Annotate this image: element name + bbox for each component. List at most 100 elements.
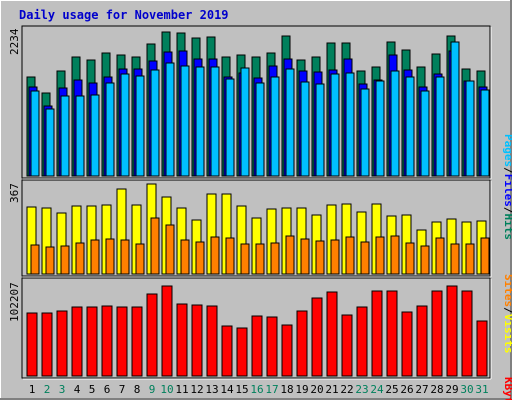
sites-bar [75,242,85,275]
kbytes-bar [146,293,158,377]
kbytes-bar [41,312,53,377]
legend-visits: Visits [502,314,512,354]
day-label: 29 [445,383,458,396]
pages-bar [285,68,295,177]
day-label: 22 [340,383,353,396]
kbytes-max-label: 102207 [8,282,21,322]
chart-title: Daily usage for November 2019 [19,8,229,22]
day-label: 24 [370,383,384,396]
kbytes-bar [176,303,188,377]
pages-bar [465,80,475,177]
day-label: 9 [149,383,156,396]
sites-bar [105,238,115,275]
day-label: 17 [265,383,278,396]
sites-bar [375,236,385,275]
pages-bar [30,90,40,177]
pages-bar [255,82,265,177]
panel-kbytes [21,277,492,380]
kbytes-bar [281,324,293,377]
sites-bar [315,240,325,275]
sites-bar [240,243,250,275]
pages-bar [300,81,310,177]
day-labels: 1 2 3 4 5 6 7 8 9 10 11 12 13 14 15 16 17 18 19 20 21 22 23 24 2… [29,383,489,396]
day-label: 6 [104,383,111,396]
kbytes-bar [446,285,458,377]
panel-bars [26,31,490,177]
sites-bar [405,242,415,275]
kbytes-bar [86,306,98,377]
pages-bar [375,80,385,177]
kbytes-bar [311,297,323,377]
pages-bar [60,95,70,177]
kbytes-bar [116,306,128,377]
kbytes-bar [221,325,233,377]
kbytes-bar [266,316,278,377]
legend-sites-visits: Sites/Visits [502,274,512,354]
pages-bar [90,94,100,177]
day-label: 5 [89,383,96,396]
legend-sites: Sites [502,274,512,307]
sites-bar [195,241,205,275]
day-label: 7 [119,383,126,396]
day-label: 25 [385,383,398,396]
kbytes-bar [71,306,83,377]
day-label: 16 [250,383,263,396]
sites-bar [60,245,70,275]
pages-bar [390,70,400,177]
day-label: 11 [175,383,188,396]
pages-bar [405,76,415,177]
sites-bar [270,242,280,275]
day-label: 2 [44,383,51,396]
day-label: 28 [430,383,443,396]
day-label: 15 [235,383,248,396]
panel-frame [21,277,491,379]
kbytes-bar [206,305,218,377]
day-label: 26 [400,383,413,396]
pages-bar [75,95,85,177]
kbytes-bar [56,310,68,377]
sites-bar [330,239,340,275]
sites-bar [420,245,430,275]
kbytes-bar [251,315,263,377]
kbytes-bar [26,312,38,377]
day-label: 30 [460,383,473,396]
visits-max-label: 367 [8,183,21,203]
sites-bar [30,244,40,275]
day-label: 18 [280,383,293,396]
sites-bar [165,224,175,275]
kbytes-bar [161,285,173,377]
panel-hits-files-pages [21,25,492,180]
panel-bars [26,285,488,377]
kbytes-bar [341,314,353,377]
sites-bar [300,238,310,275]
pages-bar [435,76,445,177]
panel-frame [21,25,491,179]
legend-kbytes: KBytes [502,377,512,400]
pages-bar [480,89,490,177]
day-label: 8 [134,383,141,396]
sites-bar [45,246,55,275]
sites-bar [345,236,355,275]
panel-visits-sites [21,179,492,278]
panel-frame [21,179,491,277]
kbytes-bar [101,305,113,377]
sites-bar [135,243,145,275]
kbytes-bar [401,311,413,377]
pages-bar [345,72,355,177]
pages-bar [105,82,115,177]
day-label: 1 [29,383,36,396]
pages-bar [450,41,460,177]
sites-bar [120,239,130,275]
pages-bar [210,66,220,177]
pages-bar [120,73,130,177]
day-label: 23 [355,383,368,396]
hits-max-label: 2234 [8,28,21,55]
legend-sep: / [502,167,512,174]
day-label: 3 [59,383,66,396]
legend-pages: Pages [502,134,512,167]
pages-bar [135,75,145,177]
pages-bar [330,73,340,177]
sites-bar [450,243,460,275]
pages-bar [45,108,55,177]
day-label: 20 [310,383,323,396]
